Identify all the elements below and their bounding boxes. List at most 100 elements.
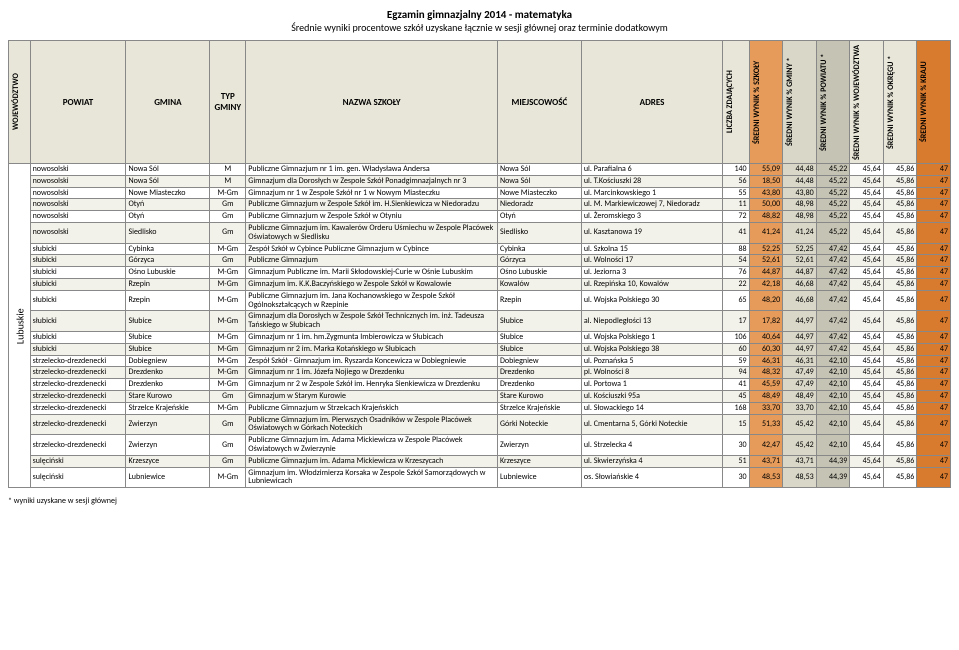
cell-p: 42,10 bbox=[816, 355, 850, 367]
cell-gmi: Strzelce Krajeńskie bbox=[126, 402, 210, 414]
table-row: słubickiSłubiceM-GmGimnazjum nr 1 im. hm… bbox=[9, 331, 951, 343]
cell-w: 45,64 bbox=[850, 175, 884, 187]
cell-p: 42,10 bbox=[816, 367, 850, 379]
cell-adr: pl. Wolności 8 bbox=[581, 367, 722, 379]
cell-s: 44,87 bbox=[749, 267, 783, 279]
cell-s: 40,64 bbox=[749, 331, 783, 343]
cell-n: 76 bbox=[723, 267, 749, 279]
cell-k: 47 bbox=[917, 390, 951, 402]
cell-p: 45,22 bbox=[816, 175, 850, 187]
cell-gmi: Otyń bbox=[126, 199, 210, 211]
cell-s: 52,25 bbox=[749, 243, 783, 255]
cell-typ: Gm bbox=[210, 390, 246, 402]
cell-w: 45,64 bbox=[850, 211, 884, 223]
cell-o: 45,86 bbox=[883, 267, 917, 279]
cell-s: 48,49 bbox=[749, 390, 783, 402]
cell-gmi: Cybinka bbox=[126, 243, 210, 255]
cell-n: 56 bbox=[723, 175, 749, 187]
table-row: słubickiRzepinM-GmPubliczne Gimnazjum im… bbox=[9, 290, 951, 311]
cell-g: 48,53 bbox=[783, 467, 817, 488]
cell-gmi: Zwierzyn bbox=[126, 435, 210, 456]
col-liczba: LICZBA ZDAJĄCYCH bbox=[723, 41, 749, 164]
cell-naz: Publiczne Gimnazjum im. Adama Mickiewicz… bbox=[246, 455, 498, 467]
cell-w: 45,64 bbox=[850, 355, 884, 367]
cell-k: 47 bbox=[917, 343, 951, 355]
cell-n: 60 bbox=[723, 343, 749, 355]
cell-gmi: Rzepin bbox=[126, 278, 210, 290]
cell-w: 45,64 bbox=[850, 331, 884, 343]
cell-k: 47 bbox=[917, 255, 951, 267]
cell-naz: Gimnazjum Publiczne im. Marii Skłodowski… bbox=[246, 267, 498, 279]
cell-s: 18,50 bbox=[749, 175, 783, 187]
cell-g: 44,87 bbox=[783, 267, 817, 279]
cell-o: 45,86 bbox=[883, 455, 917, 467]
cell-o: 45,86 bbox=[883, 222, 917, 243]
cell-adr: ul. Kościuszki 95a bbox=[581, 390, 722, 402]
page-subtitle: Średnie wyniki procentowe szkół uzyskane… bbox=[8, 21, 951, 34]
cell-w: 45,64 bbox=[850, 455, 884, 467]
cell-naz: Gimnazjum im. Włodzimierza Korsaka w Zes… bbox=[246, 467, 498, 488]
cell-typ: M-Gm bbox=[210, 343, 246, 355]
cell-n: 59 bbox=[723, 355, 749, 367]
cell-typ: M-Gm bbox=[210, 243, 246, 255]
cell-pow: nowosolski bbox=[30, 222, 126, 243]
cell-o: 45,86 bbox=[883, 243, 917, 255]
cell-s: 17,82 bbox=[749, 311, 783, 332]
cell-n: 51 bbox=[723, 455, 749, 467]
cell-naz: Zespół Szkół - Gimnazjum im. Ryszarda Ko… bbox=[246, 355, 498, 367]
cell-adr: ul. Portowa 1 bbox=[581, 379, 722, 391]
cell-mie: Zwierzyn bbox=[497, 435, 581, 456]
cell-p: 42,10 bbox=[816, 379, 850, 391]
wojewodztwo-cell: Lubuskie bbox=[9, 164, 31, 488]
cell-s: 48,82 bbox=[749, 211, 783, 223]
col-gmin: ŚREDNI WYNIK % GMINY * bbox=[783, 41, 817, 164]
cell-w: 45,64 bbox=[850, 290, 884, 311]
cell-n: 17 bbox=[723, 311, 749, 332]
cell-adr: ul. Wojska Polskiego 38 bbox=[581, 343, 722, 355]
cell-s: 51,33 bbox=[749, 414, 783, 435]
cell-naz: Gimnazjum nr 1 im. Józefa Nojiego w Drez… bbox=[246, 367, 498, 379]
cell-o: 45,86 bbox=[883, 290, 917, 311]
cell-pow: nowosolski bbox=[30, 187, 126, 199]
cell-p: 42,10 bbox=[816, 414, 850, 435]
cell-gmi: Nowe Miasteczko bbox=[126, 187, 210, 199]
cell-typ: Gm bbox=[210, 199, 246, 211]
cell-typ: M-Gm bbox=[210, 331, 246, 343]
cell-pow: słubicki bbox=[30, 331, 126, 343]
cell-o: 45,86 bbox=[883, 414, 917, 435]
cell-adr: ul. Żeromskiego 3 bbox=[581, 211, 722, 223]
cell-pow: nowosolski bbox=[30, 175, 126, 187]
table-row: nowosolskiNowa SólMGimnazjum dla Dorosły… bbox=[9, 175, 951, 187]
cell-g: 45,42 bbox=[783, 435, 817, 456]
col-woj: WOJEWÓDZTWO bbox=[9, 41, 31, 164]
cell-adr: ul. Kasztanowa 19 bbox=[581, 222, 722, 243]
cell-mie: Nowa Sól bbox=[497, 164, 581, 176]
cell-adr: ul. Skwierzyńska 4 bbox=[581, 455, 722, 467]
cell-mie: Niedoradz bbox=[497, 199, 581, 211]
cell-gmi: Słubice bbox=[126, 343, 210, 355]
cell-g: 44,97 bbox=[783, 343, 817, 355]
cell-n: 22 bbox=[723, 278, 749, 290]
cell-g: 41,24 bbox=[783, 222, 817, 243]
table-row: nowosolskiNowe MiasteczkoM-GmGimnazjum n… bbox=[9, 187, 951, 199]
cell-mie: Drezdenko bbox=[497, 367, 581, 379]
cell-n: 94 bbox=[723, 367, 749, 379]
cell-gmi: Dobiegniew bbox=[126, 355, 210, 367]
cell-w: 45,64 bbox=[850, 243, 884, 255]
cell-o: 45,86 bbox=[883, 255, 917, 267]
cell-w: 45,64 bbox=[850, 311, 884, 332]
cell-w: 45,64 bbox=[850, 278, 884, 290]
cell-adr: ul. Poznańska 5 bbox=[581, 355, 722, 367]
cell-w: 45,64 bbox=[850, 414, 884, 435]
table-row: strzelecko-drezdeneckiDobiegniewM-GmZesp… bbox=[9, 355, 951, 367]
cell-n: 140 bbox=[723, 164, 749, 176]
table-row: strzelecko-drezdeneckiZwierzynGmPubliczn… bbox=[9, 435, 951, 456]
cell-naz: Publiczne Gimnazjum w Strzelcach Krajeńs… bbox=[246, 402, 498, 414]
cell-k: 47 bbox=[917, 367, 951, 379]
cell-o: 45,86 bbox=[883, 187, 917, 199]
cell-s: 41,24 bbox=[749, 222, 783, 243]
cell-adr: ul. Słowackiego 14 bbox=[581, 402, 722, 414]
cell-g: 44,97 bbox=[783, 311, 817, 332]
cell-pow: słubicki bbox=[30, 255, 126, 267]
cell-mie: Słubice bbox=[497, 343, 581, 355]
